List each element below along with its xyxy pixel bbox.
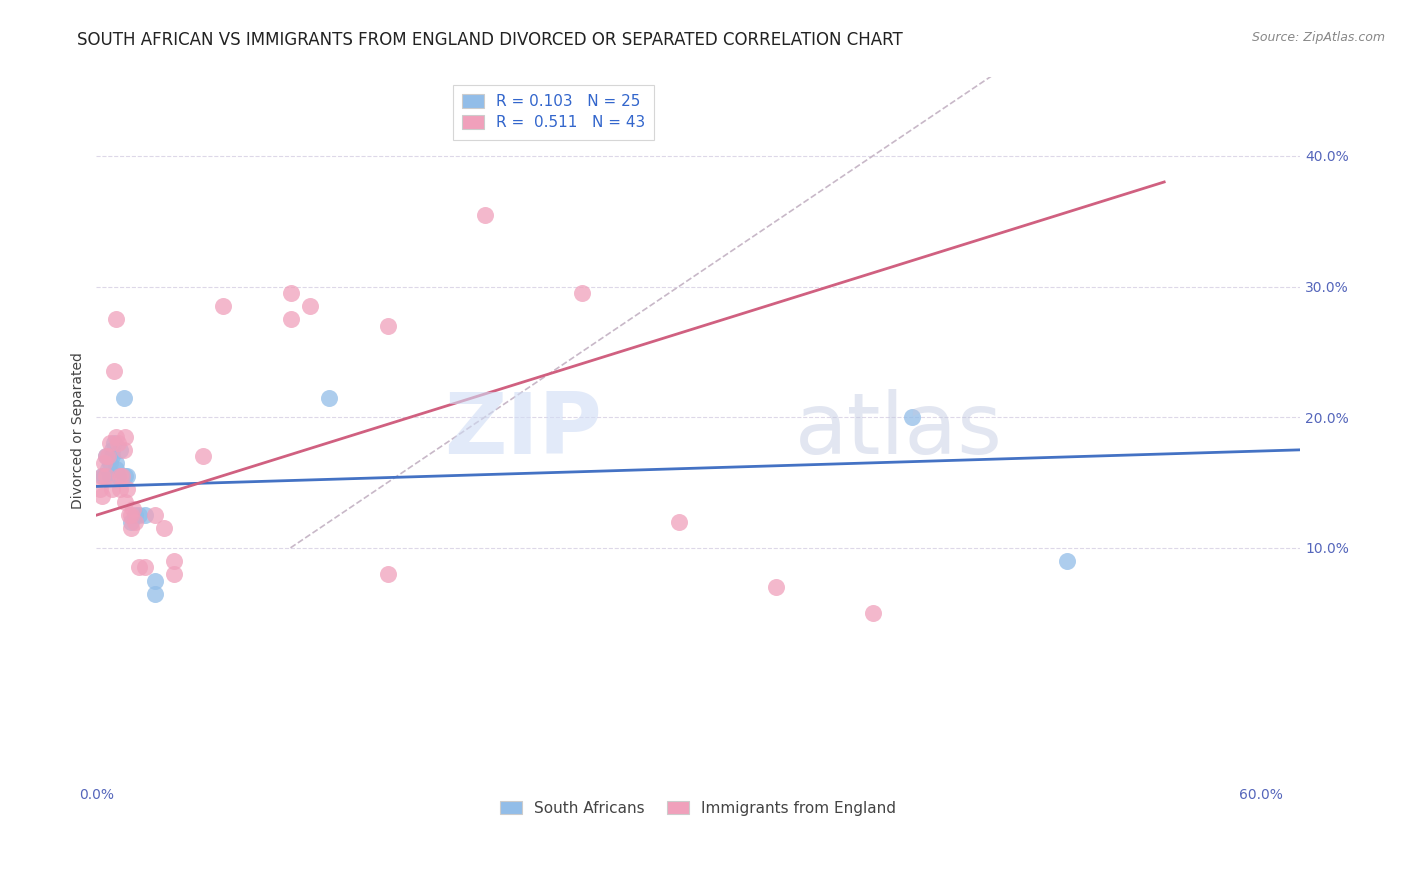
Point — [118, 508, 141, 523]
Point — [114, 469, 136, 483]
Point — [128, 508, 150, 523]
Point — [377, 566, 399, 581]
Point — [97, 450, 120, 464]
Point — [103, 364, 125, 378]
Point — [900, 410, 922, 425]
Point — [134, 508, 156, 523]
Point — [104, 430, 127, 444]
Point — [104, 456, 127, 470]
Point — [104, 462, 127, 476]
Point — [117, 482, 139, 496]
Text: ZIP: ZIP — [444, 389, 602, 472]
Point — [91, 469, 114, 483]
Point — [91, 469, 114, 483]
Point — [163, 554, 186, 568]
Point — [474, 208, 496, 222]
Point — [108, 442, 131, 457]
Point — [153, 521, 176, 535]
Point — [93, 456, 115, 470]
Point — [124, 515, 146, 529]
Point — [117, 469, 139, 483]
Point — [122, 501, 145, 516]
Point — [93, 469, 115, 483]
Point — [110, 469, 132, 483]
Point — [94, 450, 117, 464]
Point — [101, 442, 124, 457]
Point — [128, 560, 150, 574]
Point — [107, 469, 129, 483]
Point — [91, 489, 114, 503]
Y-axis label: Divorced or Separated: Divorced or Separated — [72, 351, 86, 508]
Point — [143, 574, 166, 588]
Point — [318, 391, 340, 405]
Point — [103, 436, 125, 450]
Point — [1056, 554, 1078, 568]
Point — [143, 586, 166, 600]
Point — [112, 391, 135, 405]
Point — [107, 436, 129, 450]
Point — [112, 442, 135, 457]
Point — [298, 299, 321, 313]
Point — [120, 515, 142, 529]
Point — [120, 508, 142, 523]
Text: SOUTH AFRICAN VS IMMIGRANTS FROM ENGLAND DIVORCED OR SEPARATED CORRELATION CHART: SOUTH AFRICAN VS IMMIGRANTS FROM ENGLAND… — [77, 31, 903, 49]
Point — [114, 495, 136, 509]
Point — [862, 606, 884, 620]
Point — [97, 462, 120, 476]
Point — [120, 521, 142, 535]
Point — [108, 469, 131, 483]
Point — [765, 580, 787, 594]
Point — [98, 436, 121, 450]
Point — [108, 482, 131, 496]
Point — [163, 566, 186, 581]
Point — [377, 318, 399, 333]
Point — [191, 450, 214, 464]
Point — [98, 456, 121, 470]
Point — [98, 469, 121, 483]
Point — [280, 312, 302, 326]
Point — [571, 286, 593, 301]
Point — [94, 469, 117, 483]
Text: Source: ZipAtlas.com: Source: ZipAtlas.com — [1251, 31, 1385, 45]
Point — [101, 450, 124, 464]
Point — [101, 482, 124, 496]
Legend: South Africans, Immigrants from England: South Africans, Immigrants from England — [491, 791, 905, 825]
Point — [124, 508, 146, 523]
Text: atlas: atlas — [794, 389, 1002, 472]
Point — [668, 515, 690, 529]
Point — [134, 560, 156, 574]
Point — [211, 299, 233, 313]
Point — [143, 508, 166, 523]
Point — [94, 450, 117, 464]
Point — [104, 312, 127, 326]
Point — [89, 482, 111, 496]
Point — [114, 430, 136, 444]
Point — [280, 286, 302, 301]
